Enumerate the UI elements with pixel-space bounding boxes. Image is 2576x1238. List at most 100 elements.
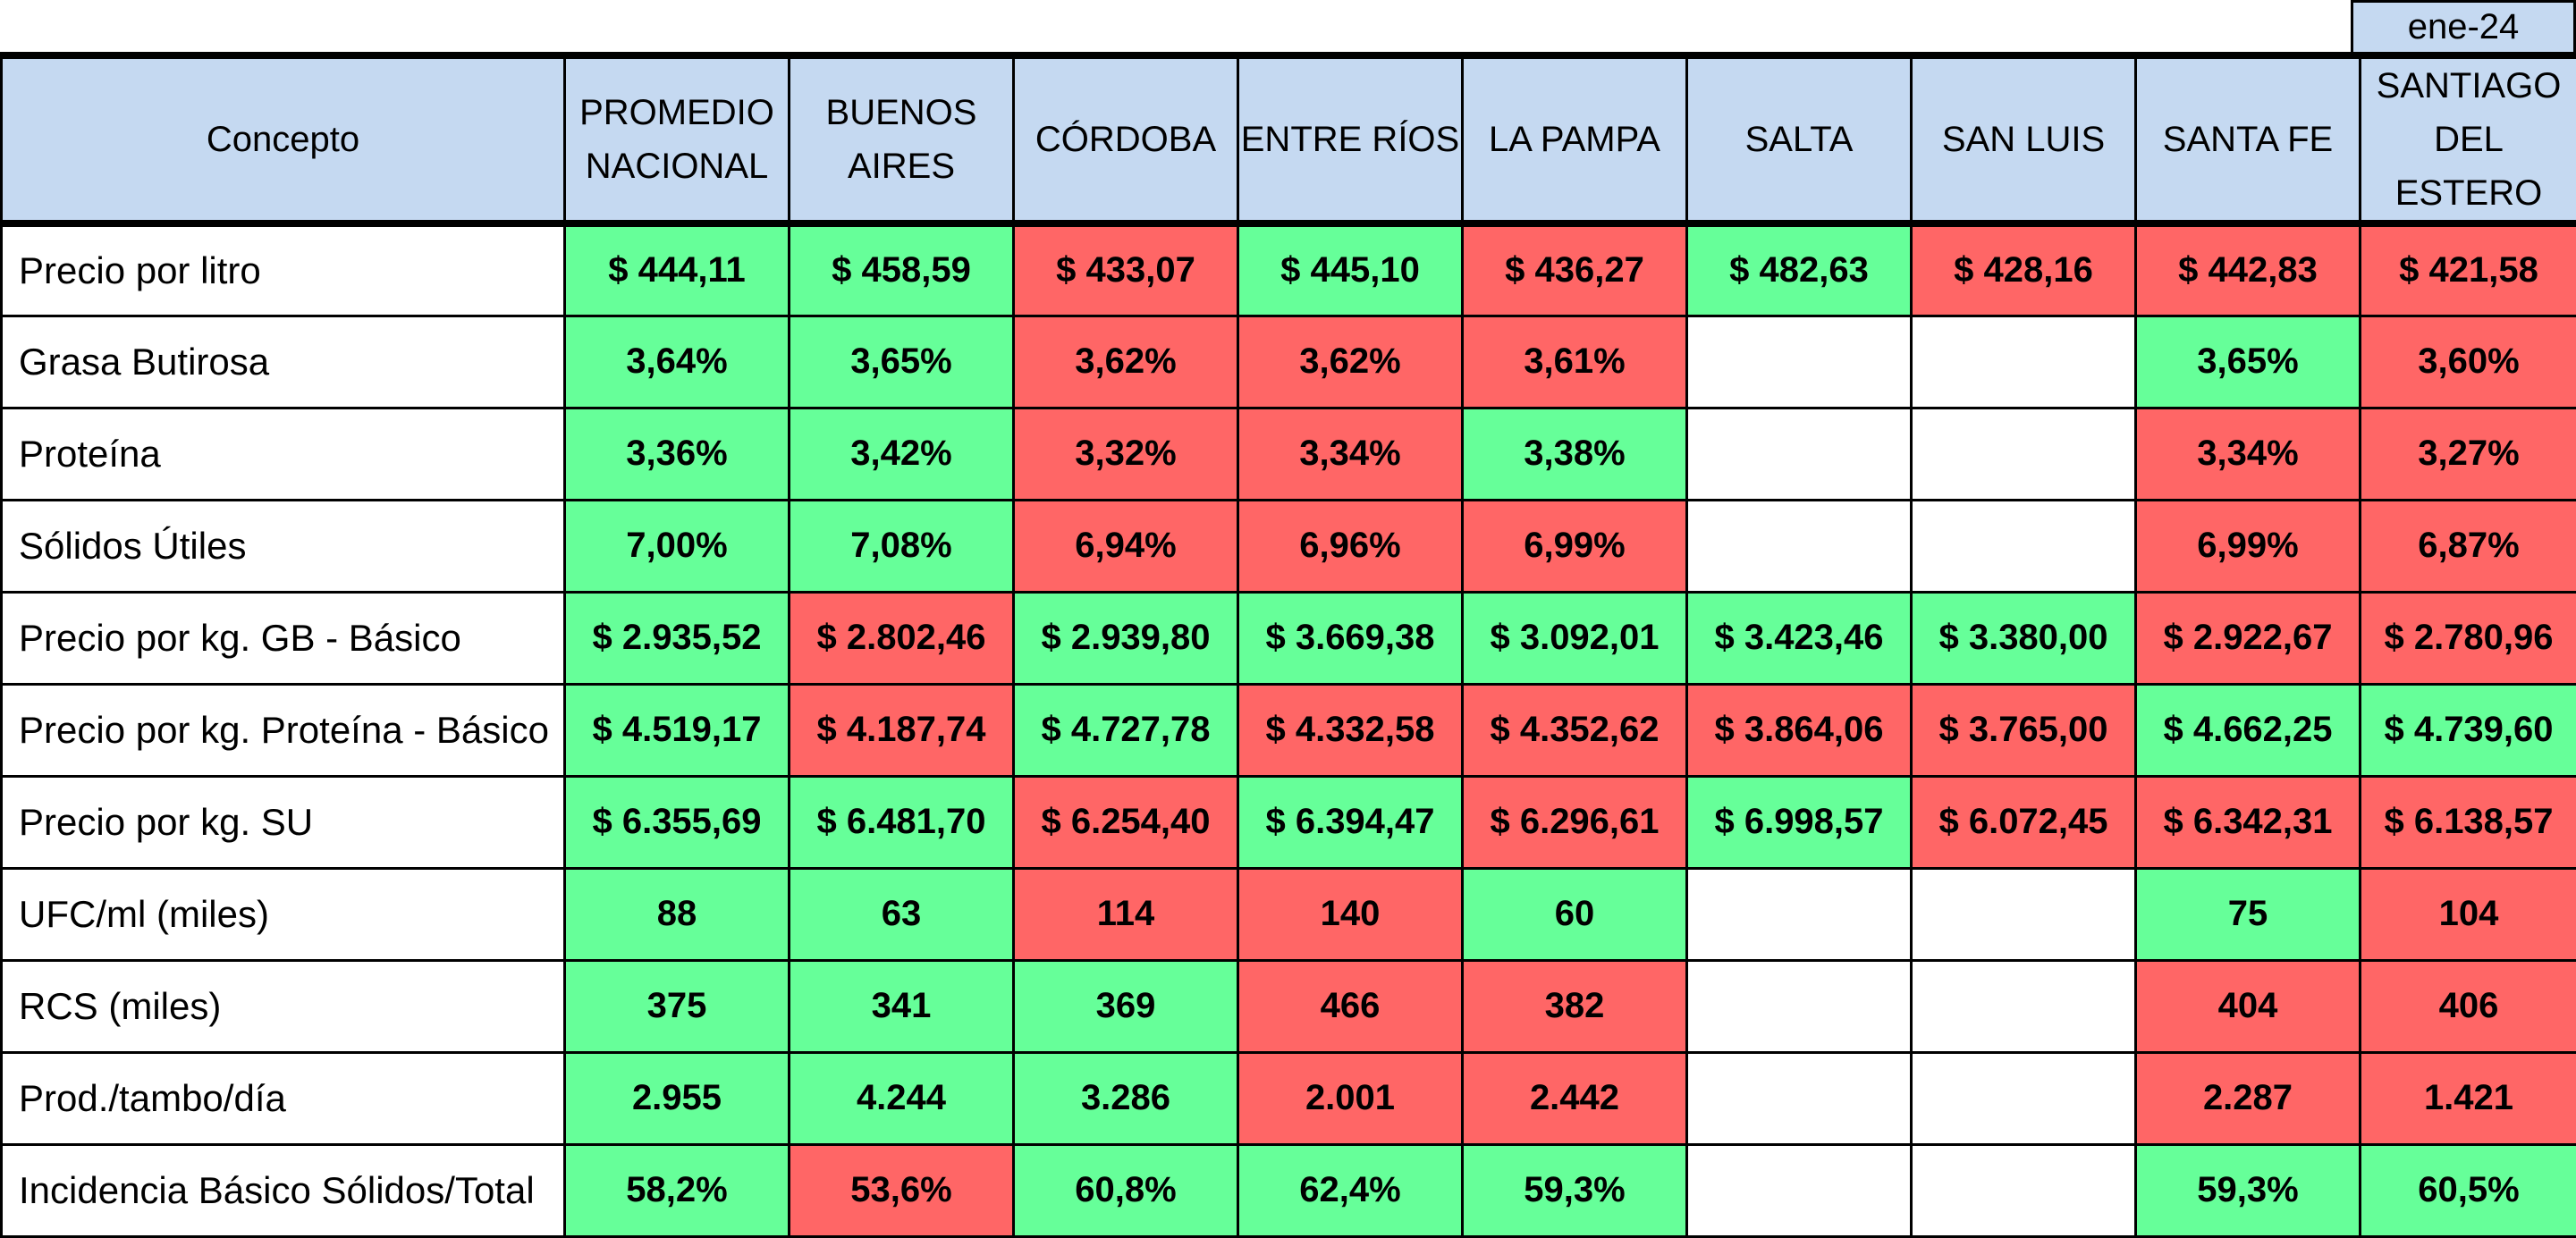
row-label: RCS (miles) [2, 960, 565, 1052]
value-cell: $ 4.727,78 [1014, 684, 1238, 776]
value-cell: 60 [1463, 868, 1687, 960]
value-cell: 3,27% [2361, 408, 2576, 500]
table-row: Precio por kg. SU$ 6.355,69$ 6.481,70$ 6… [2, 776, 2576, 868]
value-cell: $ 2.780,96 [2361, 592, 2576, 684]
value-cell: $ 6.296,61 [1463, 776, 1687, 868]
value-cell: 369 [1014, 960, 1238, 1052]
value-cell: $ 4.662,25 [2136, 684, 2361, 776]
value-cell: $ 6.355,69 [565, 776, 790, 868]
value-cell: 406 [2361, 960, 2576, 1052]
value-cell: $ 4.739,60 [2361, 684, 2576, 776]
header-column-line: SANTA FE [2137, 113, 2359, 166]
value-cell: $ 2.939,80 [1014, 592, 1238, 684]
value-cell [1687, 960, 1912, 1052]
row-label: Precio por kg. Proteína - Básico [2, 684, 565, 776]
value-cell: 3,32% [1014, 408, 1238, 500]
value-cell: $ 6.342,31 [2136, 776, 2361, 868]
value-cell: 6,87% [2361, 500, 2576, 592]
header-column-line: LA PAMPA [1464, 113, 1685, 166]
value-cell: 88 [565, 868, 790, 960]
header-column-line: PROMEDIO [566, 86, 788, 139]
value-cell: 75 [2136, 868, 2361, 960]
value-cell: $ 2.922,67 [2136, 592, 2361, 684]
value-cell: $ 6.394,47 [1238, 776, 1463, 868]
value-cell: $ 3.864,06 [1687, 684, 1912, 776]
value-cell: 3,38% [1463, 408, 1687, 500]
header-concept: Concepto [2, 55, 565, 223]
header-column: SANTA FE [2136, 55, 2361, 223]
value-cell: 58,2% [565, 1144, 790, 1236]
header-column-line: CÓRDOBA [1015, 113, 1237, 166]
value-cell: $ 6.254,40 [1014, 776, 1238, 868]
value-cell: $ 6.998,57 [1687, 776, 1912, 868]
value-cell: 3,60% [2361, 316, 2576, 408]
value-cell: 1.421 [2361, 1052, 2576, 1144]
value-cell: 341 [790, 960, 1014, 1052]
value-cell: 3,61% [1463, 316, 1687, 408]
value-cell: 53,6% [790, 1144, 1014, 1236]
value-cell: 7,08% [790, 500, 1014, 592]
row-label: Incidencia Básico Sólidos/Total [2, 1144, 565, 1236]
value-cell: $ 4.352,62 [1463, 684, 1687, 776]
table-row: Precio por kg. GB - Básico$ 2.935,52$ 2.… [2, 592, 2576, 684]
value-cell: 7,00% [565, 500, 790, 592]
value-cell: $ 3.669,38 [1238, 592, 1463, 684]
value-cell: $ 458,59 [790, 223, 1014, 316]
value-cell [1687, 1052, 1912, 1144]
value-cell: 140 [1238, 868, 1463, 960]
value-cell: $ 2.802,46 [790, 592, 1014, 684]
value-cell: $ 428,16 [1912, 223, 2136, 316]
value-cell: 3.286 [1014, 1052, 1238, 1144]
row-label: Prod./tambo/día [2, 1052, 565, 1144]
value-cell: 2.955 [565, 1052, 790, 1144]
value-cell: $ 4.187,74 [790, 684, 1014, 776]
value-cell: $ 6.481,70 [790, 776, 1014, 868]
value-cell: $ 433,07 [1014, 223, 1238, 316]
value-cell: 375 [565, 960, 790, 1052]
value-cell: $ 3.765,00 [1912, 684, 2136, 776]
row-label: Precio por litro [2, 223, 565, 316]
value-cell [1687, 500, 1912, 592]
value-cell: 3,42% [790, 408, 1014, 500]
value-cell: $ 482,63 [1687, 223, 1912, 316]
value-cell: 60,5% [2361, 1144, 2576, 1236]
row-label: UFC/ml (miles) [2, 868, 565, 960]
value-cell: $ 442,83 [2136, 223, 2361, 316]
header-column-line: SAN LUIS [1913, 113, 2134, 166]
value-cell: 3,34% [1238, 408, 1463, 500]
value-cell [1912, 1144, 2136, 1236]
row-label: Precio por kg. SU [2, 776, 565, 868]
table-row: Precio por kg. Proteína - Básico$ 4.519,… [2, 684, 2576, 776]
value-cell: 3,36% [565, 408, 790, 500]
row-label: Sólidos Útiles [2, 500, 565, 592]
value-cell: 114 [1014, 868, 1238, 960]
value-cell: 382 [1463, 960, 1687, 1052]
value-cell [1912, 868, 2136, 960]
value-cell: $ 6.072,45 [1912, 776, 2136, 868]
value-cell: 3,62% [1238, 316, 1463, 408]
value-cell: 60,8% [1014, 1144, 1238, 1236]
value-cell: 2.001 [1238, 1052, 1463, 1144]
value-cell [1912, 960, 2136, 1052]
row-label: Precio por kg. GB - Básico [2, 592, 565, 684]
value-cell [1912, 500, 2136, 592]
value-cell [1687, 316, 1912, 408]
header-column-line: SANTIAGO [2361, 59, 2576, 113]
value-cell: $ 4.519,17 [565, 684, 790, 776]
value-cell: $ 6.138,57 [2361, 776, 2576, 868]
value-cell: 6,99% [2136, 500, 2361, 592]
value-cell: 3,65% [2136, 316, 2361, 408]
header-column: LA PAMPA [1463, 55, 1687, 223]
header-column-line: AIRES [790, 139, 1012, 193]
value-cell: 59,3% [1463, 1144, 1687, 1236]
value-cell: $ 3.423,46 [1687, 592, 1912, 684]
